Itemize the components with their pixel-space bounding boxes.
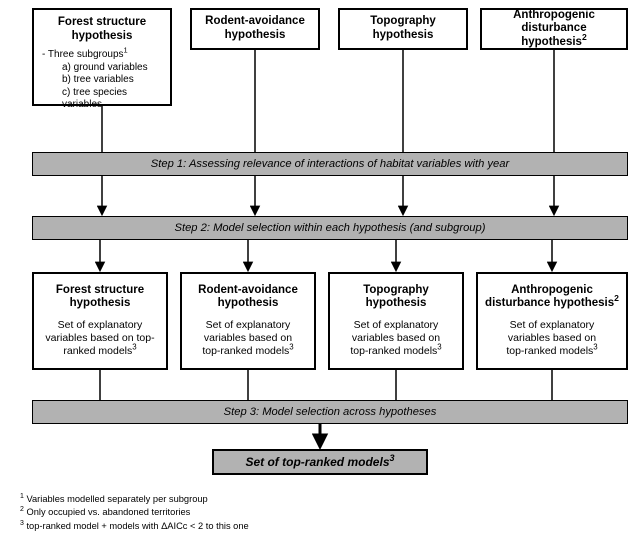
top-title: Anthropogenicdisturbance hypothesis2 bbox=[488, 9, 620, 50]
step1-label: Step 1: Assessing relevance of interacti… bbox=[151, 158, 509, 170]
footnote-1: 1 Variables modelled separately per subg… bbox=[20, 493, 249, 506]
mid-box-anthropogenic: Anthropogenicdisturbance hypothesis2 Set… bbox=[476, 272, 628, 370]
top-title: Forest structurehypothesis bbox=[58, 16, 146, 43]
mid-title: Forest structurehypothesis bbox=[56, 284, 144, 311]
footnote-2: 2 Only occupied vs. abandoned territorie… bbox=[20, 506, 249, 519]
mid-title: Topographyhypothesis bbox=[363, 284, 429, 311]
top-title: Topographyhypothesis bbox=[370, 15, 436, 42]
mid-title: Rodent-avoidancehypothesis bbox=[198, 284, 298, 311]
top-sublist: - Three subgroups1 a) ground variables b… bbox=[40, 49, 164, 112]
mid-box-topography: Topographyhypothesis Set of explanatory … bbox=[328, 272, 464, 370]
mid-box-forest: Forest structurehypothesis Set of explan… bbox=[32, 272, 168, 370]
mid-text: Set of explanatory variables based on to… bbox=[202, 319, 293, 358]
mid-text: Set of explanatory variables based on to… bbox=[350, 319, 441, 358]
top-box-rodent: Rodent-avoidancehypothesis bbox=[190, 8, 320, 50]
footnote-3: 3 top-ranked model + models with ΔAICc <… bbox=[20, 520, 249, 533]
step3-bar: Step 3: Model selection across hypothese… bbox=[32, 400, 628, 424]
final-label: Set of top-ranked models3 bbox=[245, 455, 394, 469]
step3-label: Step 3: Model selection across hypothese… bbox=[224, 406, 437, 418]
mid-box-rodent: Rodent-avoidancehypothesis Set of explan… bbox=[180, 272, 316, 370]
mid-text: Set of explanatory variables based on to… bbox=[506, 319, 597, 358]
top-box-topography: Topographyhypothesis bbox=[338, 8, 468, 50]
top-title: Rodent-avoidancehypothesis bbox=[205, 15, 305, 42]
step2-label: Step 2: Model selection within each hypo… bbox=[175, 222, 486, 234]
mid-title: Anthropogenicdisturbance hypothesis2 bbox=[485, 284, 619, 311]
final-box: Set of top-ranked models3 bbox=[212, 449, 428, 475]
footnotes: 1 Variables modelled separately per subg… bbox=[20, 493, 249, 533]
step2-bar: Step 2: Model selection within each hypo… bbox=[32, 216, 628, 240]
top-box-anthropogenic: Anthropogenicdisturbance hypothesis2 bbox=[480, 8, 628, 50]
mid-text: Set of explanatory variables based on to… bbox=[45, 319, 154, 358]
step1-bar: Step 1: Assessing relevance of interacti… bbox=[32, 152, 628, 176]
top-box-forest: Forest structurehypothesis - Three subgr… bbox=[32, 8, 172, 106]
